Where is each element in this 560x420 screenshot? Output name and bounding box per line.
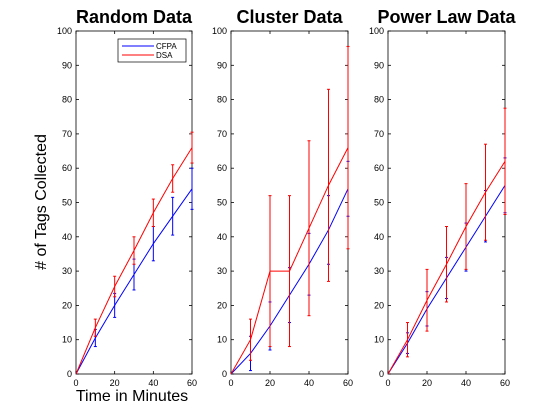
x-tick-label: 20 [110,378,120,388]
y-tick-label: 40 [217,232,227,242]
y-tick-label: 50 [217,198,227,208]
legend-label-cfpa: CFPA [156,42,177,51]
y-tick-label: 50 [374,198,384,208]
legend-box [117,38,187,63]
y-tick-label: 90 [62,60,72,70]
y-tick-label: 40 [374,232,384,242]
plot-frame [75,30,193,375]
y-tick-label: 70 [62,129,72,139]
x-tick-label: 40 [148,378,158,388]
y-tick-label: 80 [374,95,384,105]
chart-panel-1: Random Data 0 10 20 30 40 50 60 70 80 90 100 0 20 40 60… [57,7,197,388]
y-tick-label: 60 [217,163,227,173]
chart-panel-3: Power Law Data 0 10 20 30 40 50 60 70 80 90 100 0 20 4… [369,7,517,388]
x-tick-label: 0 [73,378,78,388]
y-tick-label: 0 [222,369,227,379]
y-tick-label: 20 [217,300,227,310]
y-tick-label: 20 [62,300,72,310]
x-tick-label: 20 [422,378,432,388]
chart-panel-2: Cluster Data 0 10 20 30 40 50 60 70 80 90 100 0 20 40 6… [212,7,353,388]
x-tick-label: 20 [265,378,275,388]
legend-label-dsa: DSA [156,51,173,60]
y-tick-label: 40 [62,232,72,242]
y-tick-label: 50 [62,198,72,208]
y-tick-label: 70 [217,129,227,139]
y-tick-label: 60 [374,163,384,173]
x-tick-label: 40 [461,378,471,388]
y-tick-label: 90 [374,60,384,70]
y-tick-label: 10 [217,335,227,345]
y-tick-label: 30 [217,266,227,276]
y-tick-label: 80 [217,95,227,105]
x-tick-label: 0 [228,378,233,388]
y-tick-label: 20 [374,300,384,310]
y-tick-label: 100 [212,26,227,36]
y-tick-label: 0 [67,369,72,379]
chart-title: Power Law Data [377,7,516,27]
y-tick-label: 10 [62,335,72,345]
chart-title: Random Data [76,7,193,27]
y-tick-label: 10 [374,335,384,345]
y-tick-label: 30 [62,266,72,276]
x-tick-label: 60 [187,378,197,388]
y-tick-label: 60 [62,163,72,173]
x-tick-label: 0 [385,378,390,388]
x-axis-label: Time in Minutes [76,388,188,405]
x-tick-label: 60 [500,378,510,388]
y-tick-label: 100 [57,26,72,36]
y-tick-label: 30 [374,266,384,276]
y-tick-label: 90 [217,60,227,70]
y-tick-label: 100 [369,26,384,36]
y-tick-label: 70 [374,129,384,139]
y-axis-label: # of Tags Collected [33,134,50,270]
x-tick-label: 40 [304,378,314,388]
plot-frame [387,30,506,375]
y-tick-label: 0 [379,369,384,379]
x-tick-label: 60 [343,378,353,388]
chart-title: Cluster Data [236,7,343,27]
y-tick-label: 80 [62,95,72,105]
